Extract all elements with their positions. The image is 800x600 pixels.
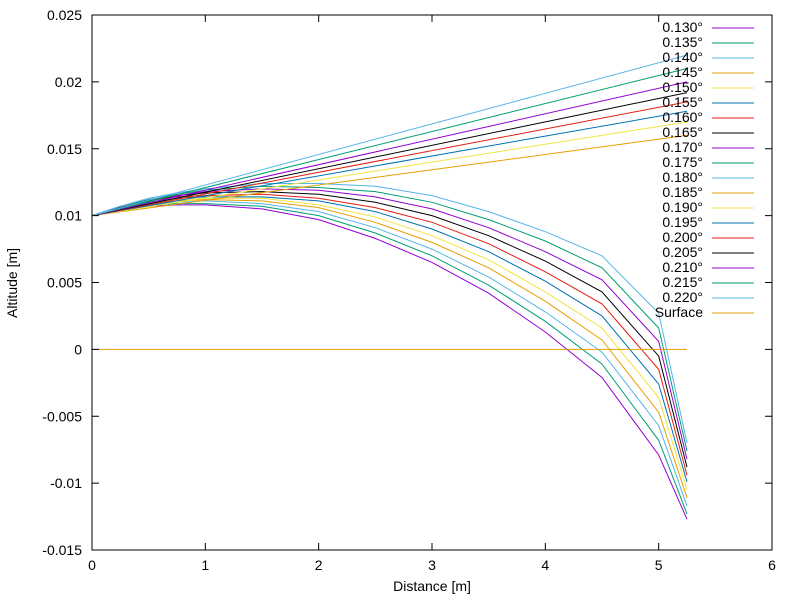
x-tick-label: 0 <box>88 557 96 573</box>
series-line-11 <box>91 134 688 217</box>
legend-label: 0.135° <box>662 34 703 50</box>
series-line-8 <box>91 188 688 460</box>
legend-label: 0.200° <box>662 229 703 245</box>
legend: 0.130°0.135°0.140°0.145°0.150°0.155°0.16… <box>655 19 754 320</box>
series-line-1 <box>91 203 688 515</box>
legend-label: Surface <box>655 304 703 320</box>
legend-label: 0.155° <box>662 94 703 110</box>
series-line-0 <box>91 204 688 520</box>
y-tick-label: 0.015 <box>47 141 82 157</box>
legend-label: 0.185° <box>662 184 703 200</box>
legend-label: 0.165° <box>662 124 703 140</box>
series-line-4 <box>91 197 688 490</box>
y-tick-label: 0.02 <box>55 74 82 90</box>
x-tick-label: 2 <box>315 557 323 573</box>
legend-label: 0.140° <box>662 49 703 65</box>
x-tick-label: 3 <box>428 557 436 573</box>
x-tick-label: 1 <box>201 557 209 573</box>
x-tick-label: 6 <box>768 557 776 573</box>
ticks-layer: 0 1 2 3 4 5 6 -0.015 -0.01 -0.005 0 0.005 0.01 0.015 0… <box>42 7 776 573</box>
legend-label: 0.160° <box>662 109 703 125</box>
series-line-10 <box>91 183 688 444</box>
series-line-14 <box>91 101 688 217</box>
legend-label: 0.210° <box>662 259 703 275</box>
legend-label: 0.175° <box>662 154 703 170</box>
series-line-12 <box>91 121 688 217</box>
legend-label: 0.190° <box>662 199 703 215</box>
series-line-9 <box>91 185 688 452</box>
series-line-15 <box>91 92 688 217</box>
legend-label: 0.170° <box>662 139 703 155</box>
series-line-6 <box>91 193 688 476</box>
series-line-2 <box>91 200 688 507</box>
y-axis-title: Altitude [m] <box>4 248 20 318</box>
series-line-17 <box>91 68 688 217</box>
legend-label: 0.215° <box>662 274 703 290</box>
legend-label: 0.130° <box>662 19 703 35</box>
y-tick-label: -0.015 <box>42 542 82 558</box>
series-line-13 <box>91 110 688 217</box>
series-layer <box>91 54 688 520</box>
legend-label: 0.195° <box>662 214 703 230</box>
y-tick-label: 0.01 <box>55 208 82 224</box>
y-tick-label: -0.005 <box>42 408 82 424</box>
x-tick-label: 4 <box>541 557 549 573</box>
x-axis-title: Distance [m] <box>393 578 471 594</box>
legend-label: 0.180° <box>662 169 703 185</box>
legend-label: 0.220° <box>662 289 703 305</box>
y-tick-label: 0 <box>74 341 82 357</box>
series-line-18 <box>91 54 688 217</box>
series-line-16 <box>91 81 688 217</box>
legend-label: 0.150° <box>662 79 703 95</box>
series-line-5 <box>91 196 688 482</box>
legend-label: 0.145° <box>662 64 703 80</box>
y-tick-label: 0.005 <box>47 275 82 291</box>
y-tick-label: 0.025 <box>47 7 82 23</box>
y-tick-label: -0.01 <box>50 475 82 491</box>
legend-label: 0.205° <box>662 244 703 260</box>
x-tick-label: 5 <box>655 557 663 573</box>
